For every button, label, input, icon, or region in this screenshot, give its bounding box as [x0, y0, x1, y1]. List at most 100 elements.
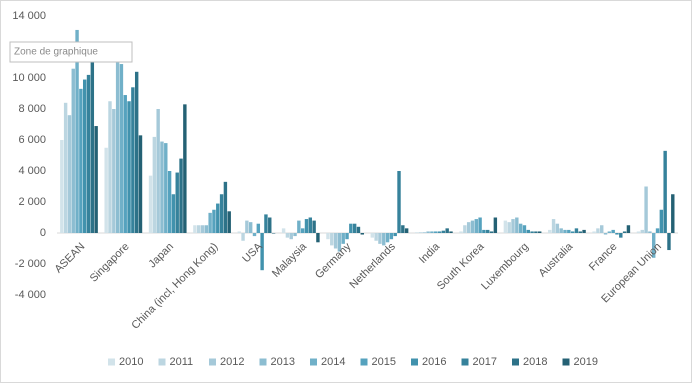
bar — [640, 229, 644, 233]
bar — [493, 217, 498, 233]
bar — [123, 95, 127, 233]
bar — [71, 68, 75, 233]
bar — [426, 231, 430, 233]
bar — [131, 87, 135, 233]
bar — [260, 233, 264, 271]
bar — [397, 171, 401, 233]
bar — [667, 233, 671, 251]
bar — [227, 211, 231, 233]
legend-label: 2016 — [422, 356, 446, 368]
bar — [82, 79, 87, 233]
bar — [248, 222, 253, 233]
y-tick-label: 6 000 — [18, 134, 46, 146]
bar — [434, 231, 438, 233]
bar — [538, 231, 542, 233]
bar — [160, 141, 164, 233]
bar — [530, 231, 534, 233]
bar — [596, 228, 600, 233]
bar — [271, 233, 276, 234]
bar — [256, 223, 261, 233]
bar — [204, 225, 209, 233]
bar — [515, 217, 519, 233]
bar — [389, 233, 394, 240]
bar — [300, 228, 305, 233]
bar — [567, 229, 571, 233]
bar — [652, 233, 656, 258]
bar — [430, 231, 434, 233]
bar — [626, 225, 631, 233]
bar — [574, 228, 579, 233]
bar — [212, 209, 216, 233]
bar — [459, 231, 463, 233]
legend-label: 2014 — [321, 356, 345, 368]
legend-swatch — [310, 358, 317, 366]
bar — [349, 223, 353, 233]
bar — [352, 223, 357, 233]
bar — [208, 212, 212, 233]
bar — [223, 181, 228, 233]
bar — [134, 71, 139, 233]
bar — [414, 232, 419, 233]
legend-swatch — [108, 358, 115, 366]
bar — [183, 104, 187, 233]
bar — [337, 233, 342, 252]
y-tick-label: 14 000 — [12, 10, 46, 22]
legend-swatch — [562, 358, 570, 366]
bar — [108, 101, 112, 233]
bar — [578, 231, 582, 233]
bar — [551, 219, 556, 233]
legend-label: 2015 — [372, 356, 396, 368]
legend-label: 2019 — [574, 356, 598, 368]
bar — [252, 233, 257, 237]
bar — [659, 209, 664, 233]
y-tick-label: 2 000 — [18, 196, 46, 208]
bar — [404, 228, 409, 233]
bar — [312, 220, 316, 233]
bar — [600, 225, 604, 233]
y-tick-label: -4 000 — [15, 289, 46, 301]
bar — [219, 194, 224, 233]
bar — [171, 194, 176, 233]
bar — [360, 233, 364, 235]
bar — [449, 231, 453, 233]
bar — [526, 229, 530, 233]
tooltip-text: Zone de graphique — [14, 47, 98, 58]
bar — [592, 231, 596, 233]
bar — [119, 64, 124, 233]
bar — [148, 175, 153, 233]
bar — [422, 232, 427, 233]
bar — [478, 217, 482, 233]
bar — [418, 232, 423, 233]
bar — [619, 233, 623, 238]
y-tick-label: 10 000 — [12, 72, 46, 84]
bar — [326, 233, 330, 240]
legend-swatch — [461, 358, 469, 366]
bar — [474, 219, 478, 233]
bar — [112, 109, 116, 233]
bar — [281, 228, 286, 233]
bar — [316, 233, 320, 243]
y-tick-label: 0 — [40, 227, 46, 239]
bar — [445, 228, 449, 233]
bar — [393, 233, 397, 237]
bar — [370, 233, 375, 238]
bar — [382, 233, 386, 246]
bar — [374, 233, 378, 241]
bar — [138, 135, 143, 233]
bar — [304, 219, 309, 233]
bar — [522, 225, 527, 233]
y-tick-label: 4 000 — [18, 165, 46, 177]
bar — [489, 231, 494, 233]
bar — [622, 231, 627, 233]
legend-label: 2011 — [170, 356, 194, 368]
bar — [152, 136, 157, 233]
bar — [241, 233, 245, 241]
bar — [615, 233, 619, 235]
legend-label: 2010 — [119, 356, 143, 368]
bar — [196, 225, 201, 233]
bar — [245, 220, 249, 233]
legend-swatch — [512, 358, 519, 366]
